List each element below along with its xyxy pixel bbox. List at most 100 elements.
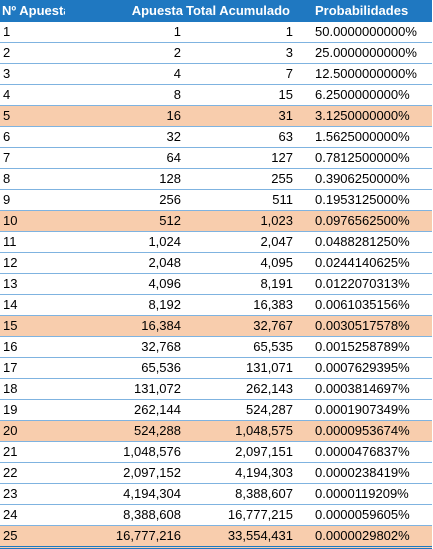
cell-bet-number[interactable]: 8	[3, 171, 11, 186]
cell-probability[interactable]: 0.0244140625%	[315, 255, 410, 270]
cell-probability[interactable]: 0.1953125000%	[315, 192, 410, 207]
cell-cumulative-total[interactable]: 16,383	[253, 297, 293, 312]
cell-bet-number[interactable]: 4	[3, 87, 11, 102]
header-cumulative-total[interactable]: Total Acumulado	[186, 3, 290, 18]
cell-cumulative-total[interactable]: 1	[285, 24, 293, 39]
cell-bet[interactable]: 32	[166, 129, 181, 144]
cell-bet[interactable]: 4,194,304	[123, 486, 181, 501]
cell-probability[interactable]: 0.0000029802%	[315, 528, 410, 543]
cell-probability[interactable]: 1.5625000000%	[315, 129, 410, 144]
cell-bet-number[interactable]: 6	[3, 129, 11, 144]
cell-bet[interactable]: 8,192	[148, 297, 181, 312]
cell-bet[interactable]: 4	[173, 66, 181, 81]
cell-cumulative-total[interactable]: 127	[271, 150, 293, 165]
cell-bet[interactable]: 8	[173, 87, 181, 102]
cell-bet[interactable]: 1,024	[148, 234, 181, 249]
cell-probability[interactable]: 0.7812500000%	[315, 150, 410, 165]
cell-cumulative-total[interactable]: 1,023	[260, 213, 293, 228]
cell-bet[interactable]: 2,048	[148, 255, 181, 270]
cell-bet-number[interactable]: 5	[3, 108, 11, 123]
cell-bet-number[interactable]: 7	[3, 150, 11, 165]
cell-cumulative-total[interactable]: 7	[285, 66, 293, 81]
cell-cumulative-total[interactable]: 2,047	[260, 234, 293, 249]
cell-bet-number[interactable]: 24	[3, 507, 18, 522]
cell-bet[interactable]: 131,072	[134, 381, 181, 396]
cell-bet-number[interactable]: 1	[3, 24, 11, 39]
cell-bet[interactable]: 128	[159, 171, 181, 186]
cell-bet[interactable]: 262,144	[134, 402, 181, 417]
cell-cumulative-total[interactable]: 511	[272, 192, 293, 207]
cell-probability[interactable]: 0.0000953674%	[315, 423, 410, 438]
cell-cumulative-total[interactable]: 31	[278, 108, 293, 123]
cell-probability[interactable]: 0.0488281250%	[315, 234, 410, 249]
cell-bet-number[interactable]: 17	[3, 360, 18, 375]
cell-bet[interactable]: 32,768	[141, 339, 181, 354]
cell-bet[interactable]: 16,384	[141, 318, 181, 333]
cell-probability[interactable]: 0.0000476837%	[315, 444, 410, 459]
header-probabilities[interactable]: Probabilidades	[315, 3, 409, 18]
cell-cumulative-total[interactable]: 2,097,151	[235, 444, 293, 459]
cell-bet[interactable]: 65,536	[141, 360, 181, 375]
cell-bet-number[interactable]: 13	[3, 276, 18, 291]
cell-bet-number[interactable]: 2	[3, 45, 11, 60]
cell-bet-number[interactable]: 18	[3, 381, 18, 396]
cell-cumulative-total[interactable]: 16,777,215	[227, 507, 293, 522]
cell-bet[interactable]: 1	[173, 24, 181, 39]
cell-probability[interactable]: 25.0000000000%	[315, 45, 417, 60]
cell-cumulative-total[interactable]: 8,191	[260, 276, 293, 291]
cell-bet[interactable]: 4,096	[148, 276, 181, 291]
cell-bet-number[interactable]: 19	[3, 402, 18, 417]
cell-cumulative-total[interactable]: 131,071	[246, 360, 293, 375]
cell-bet-number[interactable]: 12	[3, 255, 18, 270]
cell-cumulative-total[interactable]: 4,194,303	[235, 465, 293, 480]
cell-bet-number[interactable]: 9	[3, 192, 11, 207]
cell-probability[interactable]: 3.1250000000%	[315, 108, 410, 123]
cell-probability[interactable]: 0.0122070313%	[315, 276, 410, 291]
cell-probability[interactable]: 0.0061035156%	[315, 297, 410, 312]
cell-cumulative-total[interactable]: 3	[285, 45, 293, 60]
cell-bet[interactable]: 64	[166, 150, 181, 165]
cell-cumulative-total[interactable]: 63	[278, 129, 293, 144]
cell-probability[interactable]: 0.0976562500%	[315, 213, 410, 228]
cell-bet-number[interactable]: 14	[3, 297, 18, 312]
cell-probability[interactable]: 0.0030517578%	[315, 318, 410, 333]
cell-cumulative-total[interactable]: 15	[278, 87, 293, 102]
cell-cumulative-total[interactable]: 33,554,431	[227, 528, 293, 543]
cell-bet[interactable]: 1,048,576	[123, 444, 181, 459]
cell-cumulative-total[interactable]: 255	[271, 171, 293, 186]
cell-cumulative-total[interactable]: 4,095	[260, 255, 293, 270]
cell-bet-number[interactable]: 22	[3, 465, 18, 480]
cell-cumulative-total[interactable]: 1,048,575	[235, 423, 293, 438]
cell-cumulative-total[interactable]: 262,143	[246, 381, 293, 396]
cell-bet-number[interactable]: 25	[3, 528, 18, 543]
cell-bet-number[interactable]: 23	[3, 486, 18, 501]
cell-bet-number[interactable]: 16	[3, 339, 18, 354]
cell-probability[interactable]: 12.5000000000%	[315, 66, 417, 81]
header-bet-number[interactable]: Nº Apuesta	[2, 3, 65, 18]
cell-probability[interactable]: 0.0001907349%	[315, 402, 410, 417]
cell-bet[interactable]: 524,288	[134, 423, 181, 438]
cell-bet-number[interactable]: 3	[3, 66, 11, 81]
cell-cumulative-total[interactable]: 32,767	[253, 318, 293, 333]
cell-bet[interactable]: 512	[159, 213, 181, 228]
cell-probability[interactable]: 0.0000119209%	[315, 486, 409, 501]
cell-probability[interactable]: 50.0000000000%	[315, 24, 417, 39]
cell-bet[interactable]: 256	[159, 192, 181, 207]
cell-probability[interactable]: 0.0003814697%	[315, 381, 410, 396]
header-bet[interactable]: Apuesta	[131, 3, 183, 18]
cell-probability[interactable]: 0.0000238419%	[315, 465, 410, 480]
cell-bet-number[interactable]: 21	[3, 444, 18, 459]
cell-bet-number[interactable]: 11	[3, 234, 17, 249]
cell-cumulative-total[interactable]: 524,287	[246, 402, 293, 417]
cell-bet-number[interactable]: 10	[3, 213, 18, 228]
cell-probability[interactable]: 0.0015258789%	[315, 339, 410, 354]
cell-probability[interactable]: 6.2500000000%	[315, 87, 410, 102]
cell-probability[interactable]: 0.0007629395%	[315, 360, 410, 375]
cell-probability[interactable]: 0.3906250000%	[315, 171, 410, 186]
cell-bet-number[interactable]: 20	[3, 423, 18, 438]
cell-cumulative-total[interactable]: 8,388,607	[235, 486, 293, 501]
cell-bet[interactable]: 16	[166, 108, 181, 123]
cell-bet[interactable]: 2	[173, 45, 181, 60]
cell-bet[interactable]: 16,777,216	[115, 528, 181, 543]
cell-bet[interactable]: 8,388,608	[123, 507, 181, 522]
